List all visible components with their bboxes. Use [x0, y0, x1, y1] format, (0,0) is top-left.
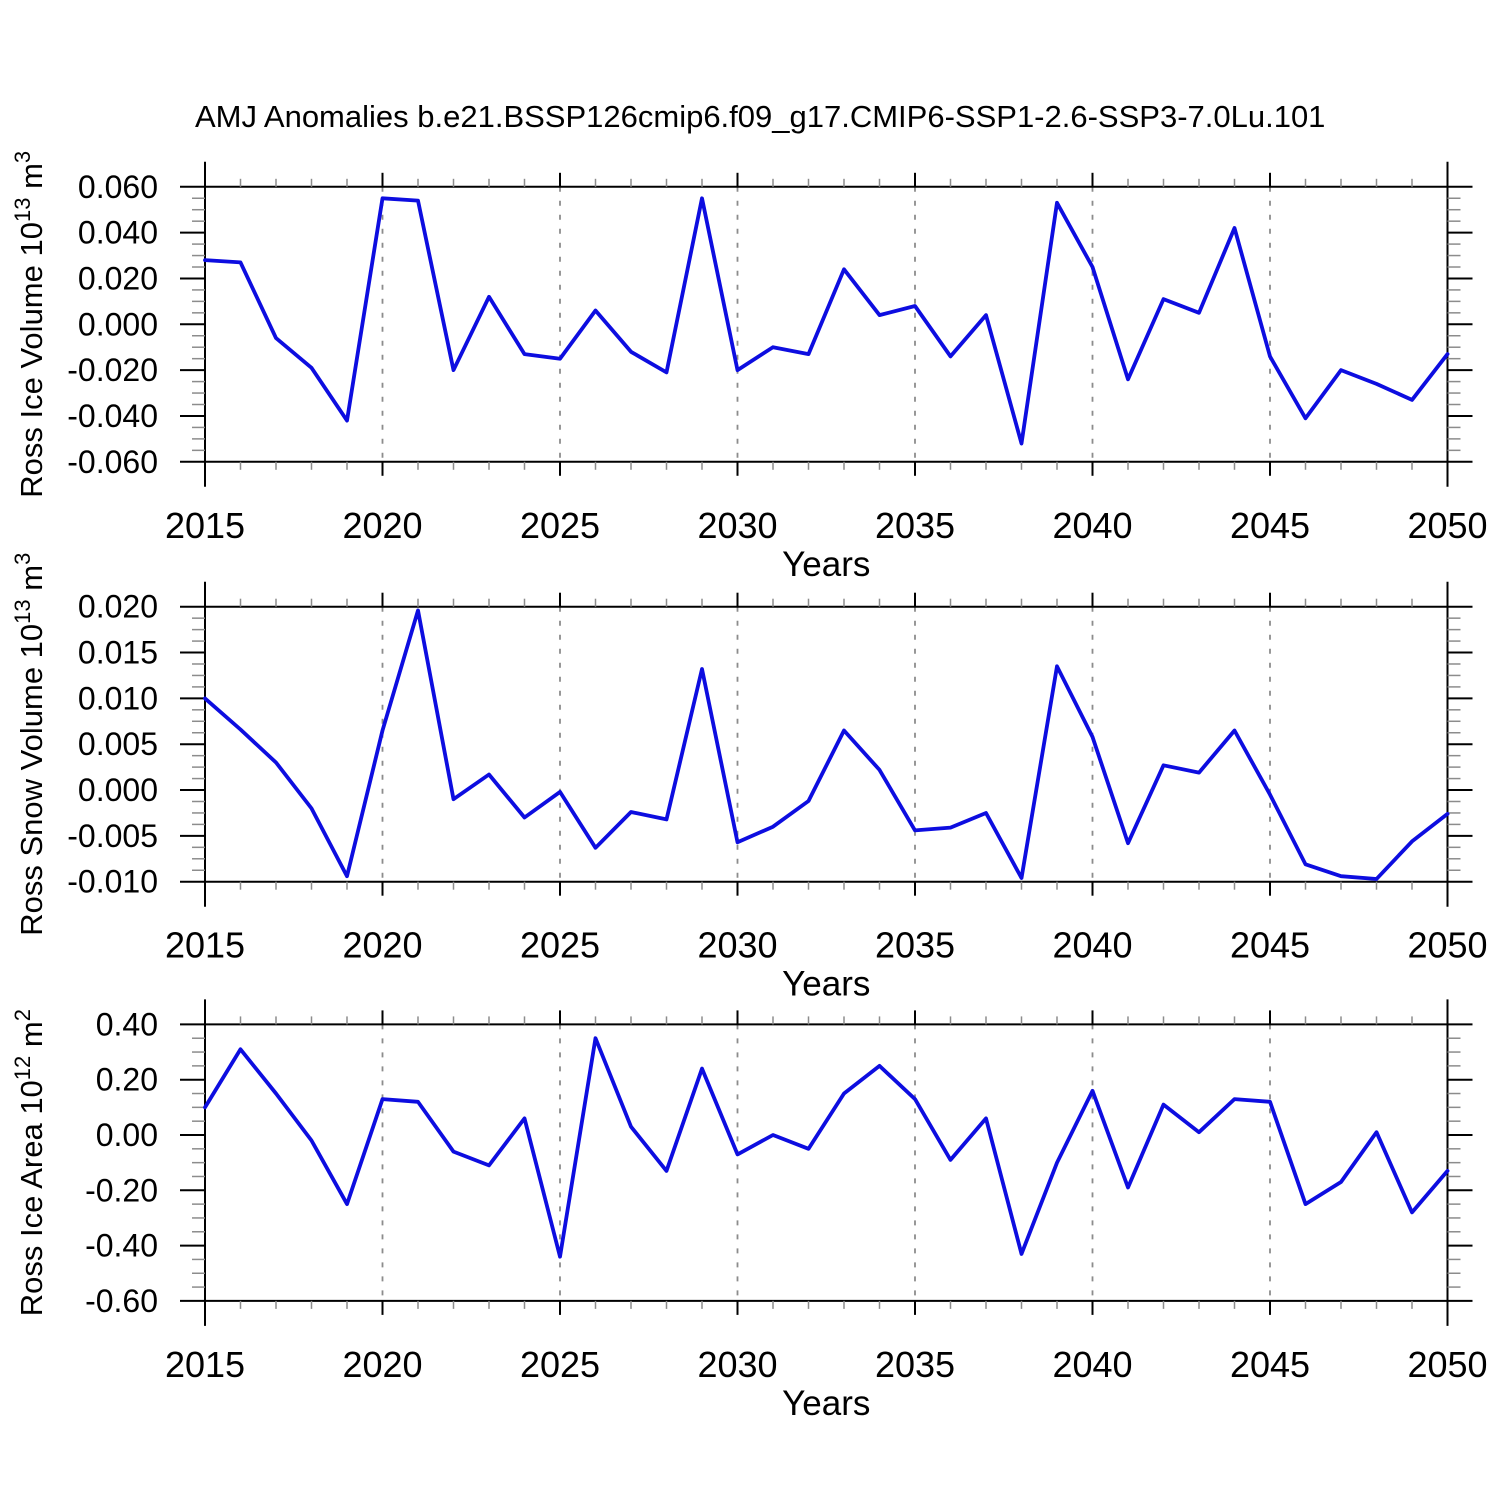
x-tick-label: 2050 [1407, 505, 1487, 546]
x-tick-label: 2030 [697, 1344, 777, 1385]
chart-title: AMJ Anomalies b.e21.BSSP126cmip6.f09_g17… [195, 99, 1325, 134]
y-tick-label: 0.040 [78, 215, 158, 251]
x-tick-label: 2030 [697, 505, 777, 546]
x-tick-label: 2035 [875, 505, 955, 546]
panel-ross-ice-volume: 0.0600.0400.0200.000-0.020-0.040-0.06020… [10, 151, 1488, 584]
x-tick-label: 2025 [520, 925, 600, 966]
y-tick-label: -0.010 [67, 864, 158, 900]
y-tick-label: -0.40 [85, 1228, 158, 1264]
x-tick-label: 2040 [1052, 925, 1132, 966]
data-line-ross-ice-area [203, 1036, 1450, 1259]
y-tick-label: 0.000 [78, 772, 158, 808]
data-line-ross-snow-volume [203, 608, 1450, 881]
x-tick-label: 2030 [697, 925, 777, 966]
x-axis-title: Years [782, 965, 870, 1004]
x-tick-label: 2040 [1052, 505, 1132, 546]
x-tick-label: 2015 [165, 505, 245, 546]
y-tick-label: -0.60 [85, 1283, 158, 1319]
y-tick-label: 0.20 [96, 1062, 158, 1098]
x-axis-title: Years [782, 1384, 870, 1423]
y-tick-label: 0.060 [78, 169, 158, 205]
y-tick-label: 0.020 [78, 260, 158, 296]
x-tick-label: 2020 [342, 1344, 422, 1385]
x-tick-label: 2035 [875, 925, 955, 966]
y-tick-label: -0.060 [67, 444, 158, 480]
y-tick-label: 0.00 [96, 1117, 158, 1153]
x-tick-label: 2050 [1407, 925, 1487, 966]
y-tick-label: -0.020 [67, 352, 158, 388]
y-tick-label: 0.015 [78, 635, 158, 671]
x-tick-label: 2045 [1230, 1344, 1310, 1385]
data-line-ross-ice-volume [203, 196, 1450, 446]
y-axis-title: Ross Snow Volume 1013 m3 [10, 553, 49, 936]
x-tick-label: 2045 [1230, 925, 1310, 966]
y-tick-label: -0.040 [67, 398, 158, 434]
y-tick-label: 0.010 [78, 680, 158, 716]
y-tick-label: 0.40 [96, 1006, 158, 1042]
y-axis-title: Ross Ice Area 1012 m2 [10, 1009, 49, 1316]
x-axis-title: Years [782, 545, 870, 584]
y-tick-label: -0.20 [85, 1172, 158, 1208]
y-tick-label: 0.005 [78, 726, 158, 762]
y-axis-title: Ross Ice Volume 1013 m3 [10, 151, 49, 498]
x-tick-label: 2015 [165, 925, 245, 966]
x-tick-label: 2035 [875, 1344, 955, 1385]
y-tick-label: -0.005 [67, 818, 158, 854]
x-tick-label: 2050 [1407, 1344, 1487, 1385]
x-tick-label: 2025 [520, 505, 600, 546]
y-tick-label: 0.020 [78, 589, 158, 625]
panel-ross-snow-volume: 0.020 0.015 0.010 0.005 0.000 -0.005 -0.010201… [10, 553, 1488, 1004]
x-tick-label: 2020 [342, 925, 422, 966]
x-tick-label: 2045 [1230, 505, 1310, 546]
x-tick-label: 2015 [165, 1344, 245, 1385]
x-tick-label: 2020 [342, 505, 422, 546]
x-tick-label: 2040 [1052, 1344, 1132, 1385]
y-tick-label: 0.000 [78, 306, 158, 342]
x-tick-label: 2025 [520, 1344, 600, 1385]
